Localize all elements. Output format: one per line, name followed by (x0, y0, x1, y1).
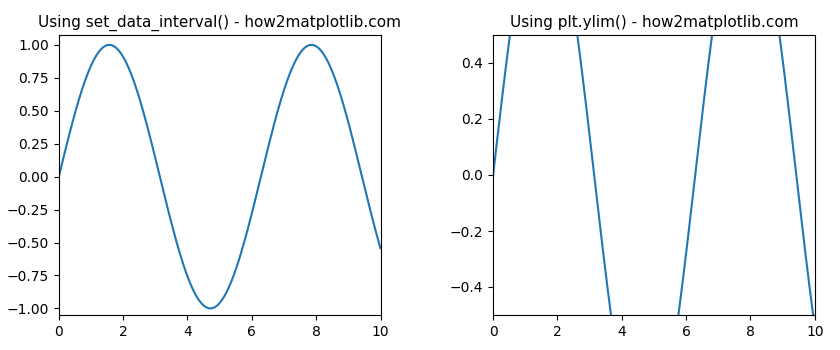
Title: Using set_data_interval() - how2matplotlib.com: Using set_data_interval() - how2matplotl… (38, 15, 402, 31)
Title: Using plt.ylim() - how2matplotlib.com: Using plt.ylim() - how2matplotlib.com (510, 15, 798, 30)
